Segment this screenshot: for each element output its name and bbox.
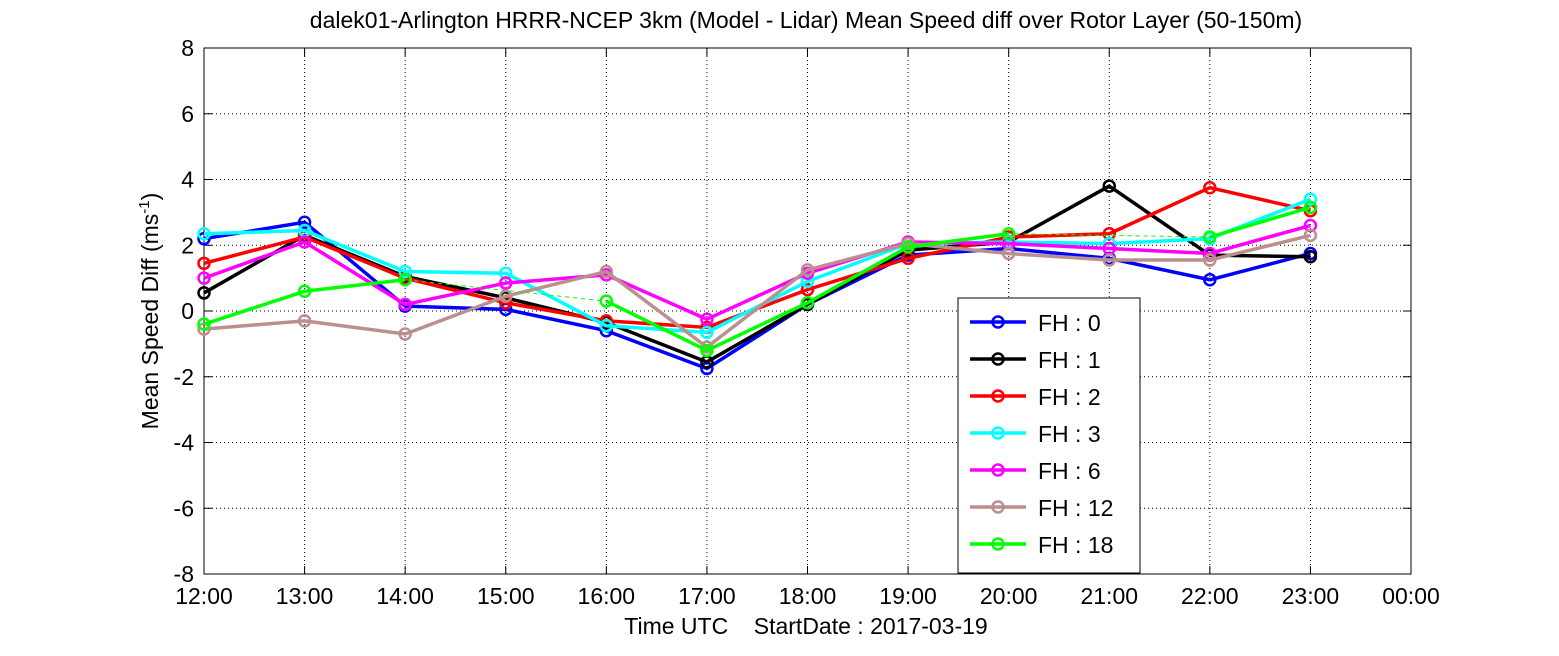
legend-label: FH : 12 [1038,495,1113,521]
x-tick-labels: 12:00 13:00 14:00 15:00 16:00 17:00 18:00 19:00… [175,583,1440,609]
legend-label: FH : 3 [1038,421,1101,447]
y-tick-label: -2 [174,364,194,390]
y-tick-label: 0 [181,298,194,324]
data-point [1303,200,1318,215]
data-point [398,264,412,279]
data-point [1001,246,1016,261]
series-5 [197,228,1318,354]
y-tick-label: -4 [174,430,195,456]
data-point [1303,250,1318,264]
data-point [1303,228,1318,243]
data-point [197,256,211,271]
series-line [203,278,406,326]
legend-label: FH : 6 [1038,458,1101,484]
data-point [1203,253,1217,267]
y-axis-label-close: ) [137,193,163,201]
data-point [197,286,211,300]
data-point [1303,192,1318,206]
data-point [800,296,815,310]
data-point [700,325,714,340]
x-tick-label: 18:00 [779,583,837,609]
data-point [297,314,312,328]
data-point [398,297,412,312]
data-point [901,240,915,254]
legend-swatch-marker [991,352,1005,366]
y-tick-label: 6 [181,101,194,127]
data-point [1203,273,1217,287]
legend-swatch-marker [991,389,1005,403]
data-point [599,264,614,279]
legend-label: FH : 2 [1038,384,1101,410]
data-point [1203,230,1217,244]
y-tick-label: -6 [174,495,194,521]
series-6 [197,200,1318,358]
x-tick-label: 15:00 [477,583,535,609]
y-tick-label: -8 [174,561,194,587]
data-point [1102,179,1116,193]
data-point [398,327,412,341]
chart-title: dalek01-Arlington HRRR-NCEP 3km (Model -… [310,7,1302,33]
x-tick-label: 13:00 [276,583,334,609]
data-point [700,312,714,326]
legend-label: FH : 0 [1038,310,1101,336]
legend-swatch-marker [991,426,1005,440]
legend-label: FH : 18 [1038,532,1113,558]
y-tick-labels: -8 -6 -4 -2 0 2 4 6 8 [174,35,195,587]
data-point [1001,226,1016,241]
x-axis-label: Time UTC StartDate : 2017-03-19 [624,613,987,639]
data-point [499,289,513,303]
x-tick-label: 00:00 [1382,583,1440,609]
x-tick-label: 20:00 [980,583,1038,609]
x-tick-label: 17:00 [678,583,736,609]
x-tick-label: 23:00 [1282,583,1340,609]
data-point [700,343,714,358]
x-tick-label: 22:00 [1181,583,1239,609]
data-point [197,271,211,285]
data-point [297,284,312,299]
data-point [197,226,211,241]
y-tick-label: 2 [181,232,194,258]
data-point [297,215,312,229]
data-point [599,319,614,333]
y-tick-label: 8 [181,35,194,61]
series-line [1209,205,1311,239]
y-axis-label: Mean Speed Diff (ms-1) [136,193,163,430]
y-axis-label-superscript: -1 [136,200,153,213]
y-axis-label-main: Mean Speed Diff (ms [137,214,163,430]
legend: FH : 0 FH : 1 FH : 2 FH : 3 FH : 6 FH : 12 FH … [957,297,1141,574]
data-point [1203,180,1217,195]
x-tick-label: 14:00 [376,583,434,609]
series-group [197,179,1318,376]
y-tick-label: 4 [181,167,194,193]
x-tick-label: 21:00 [1080,583,1138,609]
data-point [197,317,211,331]
axes-frame [203,47,1412,575]
data-point [297,235,312,249]
x-tick-label: 12:00 [175,583,233,609]
data-point [499,276,513,290]
data-point [1102,253,1116,267]
data-point [800,263,815,277]
legend-swatch-marker [991,463,1005,477]
series-line [203,233,1311,349]
legend-box [957,297,1141,574]
data-point [398,273,412,287]
data-point [800,282,815,297]
legend-swatch-marker [991,315,1005,329]
x-tick-label: 19:00 [879,583,937,609]
legend-label: FH : 1 [1038,347,1101,373]
legend-swatch-marker [991,500,1005,514]
x-tick-label: 16:00 [578,583,636,609]
series-line [203,223,1311,321]
data-point [599,294,614,308]
series-line [605,232,1009,353]
legend-swatch-marker [991,537,1005,551]
